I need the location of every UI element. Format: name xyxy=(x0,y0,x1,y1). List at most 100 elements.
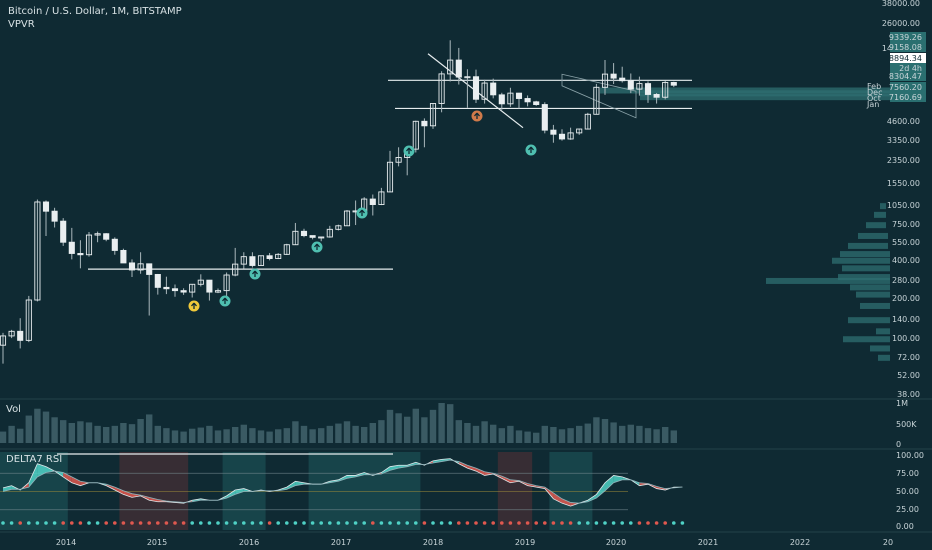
rsi-dot xyxy=(534,521,538,525)
volume-bar xyxy=(34,408,41,443)
candle-body xyxy=(171,288,179,292)
volume-bar xyxy=(120,423,127,443)
volume-bar xyxy=(17,428,24,443)
volume-bar xyxy=(318,428,325,443)
candle-body xyxy=(94,233,101,236)
rsi-dot xyxy=(138,521,143,525)
rsi-dot xyxy=(611,521,616,525)
rsi-fill xyxy=(476,468,485,476)
price-tick-label: 38.00 xyxy=(897,390,920,399)
price-tag-label: 2d 4h xyxy=(899,64,922,73)
rsi-dot xyxy=(199,521,203,525)
rsi-dot xyxy=(121,521,126,525)
time-tick-label: 2022 xyxy=(790,538,810,547)
candle-body xyxy=(111,238,118,251)
volume-bar xyxy=(223,429,230,443)
price-tick-label: 1550.00 xyxy=(887,179,920,188)
price-tag xyxy=(890,63,926,73)
rsi-fill xyxy=(596,482,605,499)
vpvr-bar xyxy=(856,291,890,298)
volume-bar xyxy=(257,430,265,443)
rsi-fill xyxy=(226,490,236,499)
volume-bar xyxy=(515,430,523,443)
price-tick-label: 400.00 xyxy=(892,256,920,265)
volume-bar xyxy=(137,419,144,443)
candle-body xyxy=(128,262,136,271)
volume-bar xyxy=(275,429,282,443)
price-tag-label: 9339.26 xyxy=(889,33,922,42)
candle-body xyxy=(593,86,600,115)
price-tick-label: 4600.00 xyxy=(887,117,920,126)
candle-body xyxy=(662,81,669,98)
candle-body xyxy=(34,201,41,301)
time-tick-label: 2016 xyxy=(239,538,259,547)
rsi-tick-label: 25.00 xyxy=(896,505,919,514)
candle-body xyxy=(197,279,204,285)
candle-body xyxy=(464,76,471,79)
volume-bar xyxy=(154,425,161,443)
rsi-dot xyxy=(586,521,590,525)
vpvr-bar xyxy=(850,284,890,291)
rsi-dot xyxy=(233,521,237,525)
rsi-dot xyxy=(27,521,31,525)
volume-bar xyxy=(619,425,626,443)
volume-bar xyxy=(636,425,643,443)
volume-bar xyxy=(429,409,437,443)
time-tick-label: 20 xyxy=(883,538,893,547)
rsi-dot xyxy=(500,521,504,525)
volume-bar xyxy=(472,425,480,443)
rsi-dot xyxy=(680,521,685,525)
vpvr-bar xyxy=(848,317,890,324)
rsi-pane-label[interactable]: DELTA7 RSI xyxy=(6,454,62,465)
volume-bar xyxy=(378,420,385,443)
volume-bar xyxy=(85,422,93,443)
candle-body xyxy=(163,286,170,290)
volume-bar xyxy=(610,422,617,443)
volume-tick-label: 0 xyxy=(896,440,901,449)
rsi-dot xyxy=(620,521,624,525)
candle-body xyxy=(490,82,497,96)
rsi-dot xyxy=(78,521,83,525)
rsi-dot xyxy=(422,521,427,525)
candle-body xyxy=(154,274,161,288)
vpvr-bar xyxy=(858,232,888,239)
price-tag xyxy=(890,92,926,102)
volume-bar xyxy=(395,413,402,443)
candle-body xyxy=(438,73,445,104)
price-tick-label: 200.00 xyxy=(892,294,920,303)
rsi-dot xyxy=(551,521,556,525)
price-tick-label: 550.00 xyxy=(892,238,920,247)
candle-body xyxy=(318,236,325,239)
volume-bar xyxy=(146,414,153,443)
vpvr-bar xyxy=(876,328,890,335)
price-tick-label: 52.00 xyxy=(897,371,920,380)
candle-body xyxy=(17,330,24,341)
rsi-fill xyxy=(114,487,124,495)
price-tick-label: 750.00 xyxy=(892,220,920,229)
volume-bar xyxy=(163,428,170,443)
rsi-dot xyxy=(629,521,633,525)
volume-bar xyxy=(593,417,600,443)
rsi-dot xyxy=(646,521,650,525)
price-tick-label: 72.00 xyxy=(897,353,920,362)
arrow-up-icon xyxy=(474,112,480,119)
arrow-up-icon xyxy=(191,302,197,309)
rsi-fill xyxy=(71,476,81,486)
volume-bar xyxy=(51,417,58,443)
candle-body xyxy=(309,235,316,238)
rsi-dot xyxy=(87,521,91,525)
volume-bar xyxy=(240,424,247,443)
rsi-dot xyxy=(224,521,229,525)
vpvr-bar xyxy=(600,87,890,94)
channel-drawing[interactable] xyxy=(561,73,637,119)
arrow-up-icon xyxy=(252,270,258,277)
candle-body xyxy=(653,94,660,98)
price-tag xyxy=(890,71,926,81)
indicator-label-vpvr[interactable]: VPVR xyxy=(8,19,35,30)
candle-body xyxy=(412,120,419,150)
rsi-dot xyxy=(560,521,564,525)
candle-body xyxy=(610,73,617,79)
volume-pane-label[interactable]: Vol xyxy=(6,404,21,415)
rsi-fill xyxy=(501,476,511,483)
